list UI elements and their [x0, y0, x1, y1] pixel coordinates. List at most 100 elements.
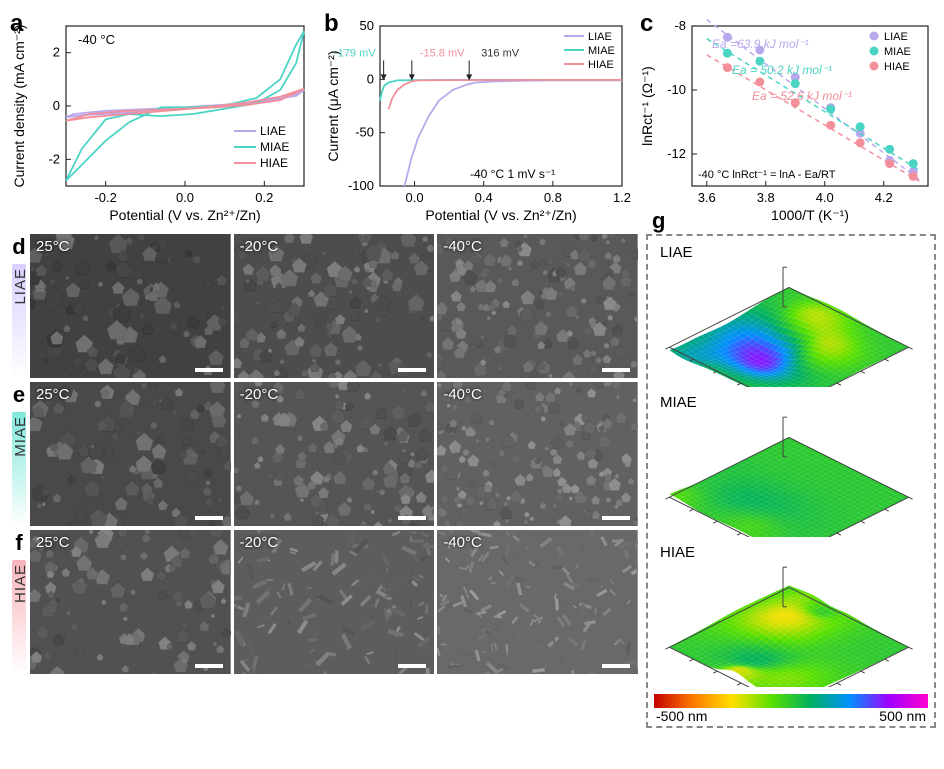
- sem-images: 25°C -20°C -40°C: [30, 382, 638, 526]
- svg-text:1000/T (K⁻¹): 1000/T (K⁻¹): [771, 207, 849, 223]
- svg-text:50: 50: [360, 18, 374, 33]
- panel-c: c 3.63.84.04.2-12-10-81000/T (K⁻¹)lnRct⁻…: [638, 8, 938, 226]
- svg-text:Potential (V vs. Zn²⁺/Zn): Potential (V vs. Zn²⁺/Zn): [109, 207, 260, 223]
- svg-text:HIAE: HIAE: [260, 156, 288, 170]
- panel-a: a -0.20.00.2-202Potential (V vs. Zn²⁺/Zn…: [8, 8, 316, 226]
- panel-b: b 0.00.40.81.2-100-50050Potential (V vs.…: [322, 8, 632, 226]
- afm-title: HIAE: [660, 544, 928, 561]
- svg-text:-10: -10: [667, 82, 686, 97]
- sem-bar: MIAE: [12, 412, 26, 526]
- svg-text:LIAE: LIAE: [588, 31, 612, 43]
- svg-text:-40 °C 1 mV s⁻¹: -40 °C 1 mV s⁻¹: [470, 167, 555, 181]
- sem-images: 25°C -20°C -40°C: [30, 234, 638, 378]
- scalebar: [398, 516, 426, 520]
- panel-g-label: g: [652, 208, 665, 234]
- panel-b-label: b: [324, 10, 339, 38]
- sem-image: -20°C: [234, 234, 435, 378]
- svg-text:MIAE: MIAE: [588, 45, 615, 57]
- panel-a-label: a: [10, 10, 23, 38]
- colorbar-min: -500 nm: [656, 708, 707, 724]
- afm-title: MIAE: [660, 394, 928, 411]
- svg-text:0.4: 0.4: [475, 190, 493, 205]
- sem-image: 25°C: [30, 234, 231, 378]
- sem-row-liae: d LIAE 25°C -20°C -40°C: [8, 234, 638, 378]
- panel-c-svg: 3.63.84.04.2-12-10-81000/T (K⁻¹)lnRct⁻¹ …: [638, 8, 938, 226]
- colorbar: [654, 694, 928, 708]
- svg-text:4.0: 4.0: [816, 190, 834, 205]
- sem-row-hiae: f HIAE 25°C -20°C -40°C: [8, 530, 638, 674]
- svg-text:0.2: 0.2: [255, 190, 273, 205]
- svg-text:0: 0: [367, 71, 374, 86]
- sem-temp-label: -40°C: [443, 238, 482, 255]
- panel-e-label: e: [13, 382, 25, 408]
- svg-text:0: 0: [53, 98, 60, 113]
- svg-text:-179 mV: -179 mV: [334, 47, 376, 59]
- colorbar-max: 500 nm: [879, 708, 926, 724]
- svg-text:-50: -50: [355, 125, 374, 140]
- afm-miae: MIAE: [654, 394, 928, 542]
- scalebar: [195, 516, 223, 520]
- svg-text:MIAE: MIAE: [884, 46, 911, 58]
- scalebar: [398, 368, 426, 372]
- panel-f-label: f: [15, 530, 22, 556]
- sem-image: -20°C: [234, 530, 435, 674]
- panel-d-label: d: [12, 234, 25, 260]
- afm-hiae: HIAE: [654, 544, 928, 692]
- svg-text:Current (μA cm⁻²): Current (μA cm⁻²): [325, 50, 341, 161]
- svg-text:LIAE: LIAE: [884, 31, 908, 43]
- svg-text:Current density (mA cm⁻²): Current density (mA cm⁻²): [11, 25, 27, 188]
- sem-image: 25°C: [30, 530, 231, 674]
- sem-temp-label: -20°C: [240, 238, 279, 255]
- scalebar: [602, 368, 630, 372]
- svg-text:-8: -8: [674, 18, 686, 33]
- sem-image: -20°C: [234, 382, 435, 526]
- sem-row-label: f HIAE: [8, 530, 30, 674]
- svg-text:-12: -12: [667, 146, 686, 161]
- scalebar: [398, 664, 426, 668]
- panel-c-label: c: [640, 10, 653, 38]
- panel-a-svg: -0.20.00.2-202Potential (V vs. Zn²⁺/Zn)C…: [8, 8, 316, 226]
- sem-image: 25°C: [30, 382, 231, 526]
- sem-grid: d LIAE 25°C -20°C -40°C e MIAE 25°C -20°C -40°C fH…: [8, 234, 638, 728]
- svg-text:316 mV: 316 mV: [481, 47, 520, 59]
- svg-text:0.0: 0.0: [406, 190, 424, 205]
- sem-name: MIAE: [12, 416, 29, 457]
- svg-text:3.8: 3.8: [757, 190, 775, 205]
- panel-b-svg: 0.00.40.81.2-100-50050Potential (V vs. Z…: [322, 8, 632, 226]
- figure-root: a -0.20.00.2-202Potential (V vs. Zn²⁺/Zn…: [0, 0, 944, 736]
- svg-text:HIAE: HIAE: [588, 59, 614, 71]
- row-abc: a -0.20.00.2-202Potential (V vs. Zn²⁺/Zn…: [8, 8, 936, 226]
- svg-text:-40 °C: -40 °C: [78, 32, 115, 47]
- afm-title: LIAE: [660, 244, 928, 261]
- sem-images: 25°C -20°C -40°C: [30, 530, 638, 674]
- sem-name: LIAE: [12, 268, 29, 305]
- svg-text:0.8: 0.8: [544, 190, 562, 205]
- svg-text:Ea =63.9 kJ mol⁻¹: Ea =63.9 kJ mol⁻¹: [712, 37, 809, 51]
- sem-temp-label: -20°C: [240, 386, 279, 403]
- svg-text:-100: -100: [348, 178, 374, 193]
- panel-g: g LIAEMIAEHIAE -500 nm 500 nm: [646, 234, 936, 728]
- sem-row-label: e MIAE: [8, 382, 30, 526]
- sem-bar: LIAE: [12, 264, 26, 378]
- sem-image: -40°C: [437, 530, 638, 674]
- sem-row-label: d LIAE: [8, 234, 30, 378]
- svg-text:MIAE: MIAE: [260, 140, 289, 154]
- svg-text:3.6: 3.6: [698, 190, 716, 205]
- svg-text:-0.2: -0.2: [94, 190, 116, 205]
- row-defg: dLIAE25°C-20°C-40°CeMIAE25°C-20°C-40°CfH…: [8, 234, 936, 728]
- sem-temp-label: -20°C: [240, 534, 279, 551]
- sem-bar: HIAE: [12, 560, 26, 674]
- svg-text:Ea = 52.6 kJ mol⁻¹: Ea = 52.6 kJ mol⁻¹: [752, 89, 852, 103]
- colorbar-row: [654, 694, 928, 708]
- sem-row-miae: e MIAE 25°C -20°C -40°C: [8, 382, 638, 526]
- sem-image: -40°C: [437, 234, 638, 378]
- sem-temp-label: 25°C: [36, 238, 70, 255]
- sem-temp-label: -40°C: [443, 386, 482, 403]
- svg-text:LIAE: LIAE: [260, 124, 286, 138]
- scalebar: [195, 664, 223, 668]
- scalebar: [195, 368, 223, 372]
- svg-text:4.2: 4.2: [875, 190, 893, 205]
- sem-temp-label: 25°C: [36, 386, 70, 403]
- svg-text:-40 °C lnRct⁻¹ = lnA - Ea/RT: -40 °C lnRct⁻¹ = lnA - Ea/RT: [698, 169, 836, 181]
- sem-temp-label: 25°C: [36, 534, 70, 551]
